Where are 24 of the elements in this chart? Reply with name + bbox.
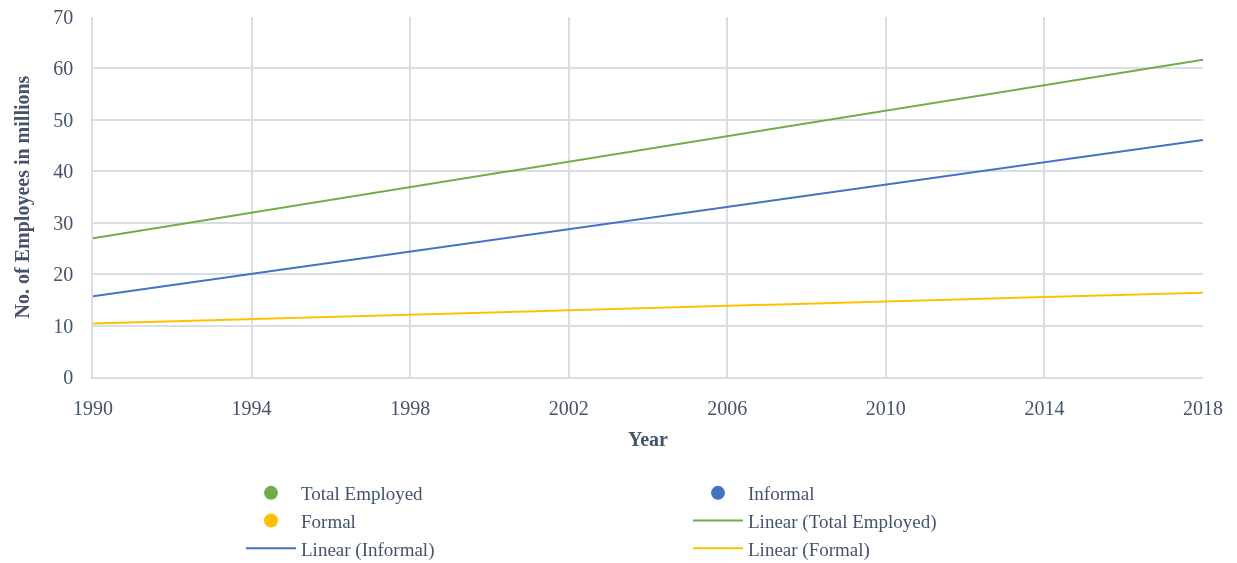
x-tick-label: 2006 (707, 396, 748, 419)
x-tick-label: 2014 (1024, 396, 1065, 419)
y-tick-label: 60 (53, 57, 74, 80)
legend-label: Linear (Informal) (301, 538, 435, 561)
legend-label: Linear (Total Employed) (748, 510, 937, 533)
legend-label: Linear (Formal) (748, 538, 870, 561)
y-tick-label: 10 (53, 314, 74, 337)
x-tick-label: 1998 (390, 396, 431, 419)
x-tick-label: 2010 (865, 396, 906, 419)
y-tick-label: 30 (53, 211, 74, 234)
x-tick-label: 2018 (1183, 396, 1223, 419)
y-tick-label: 50 (53, 108, 74, 131)
x-tick-label: 2002 (548, 396, 589, 419)
legend-label: Informal (748, 483, 815, 505)
x-tick-label: 1990 (73, 396, 113, 419)
x-axis-title: Year (628, 427, 669, 450)
y-tick-label: 20 (53, 263, 74, 286)
legend-label: Total Employed (301, 483, 424, 505)
y-tick-label: 70 (53, 6, 74, 28)
y-axis-title: No. of Employees in millions (11, 75, 35, 319)
y-tick-label: 0 (63, 366, 74, 388)
legend-label: Formal (301, 510, 356, 532)
y-tick-label: 40 (53, 160, 74, 183)
x-tick-label: 1994 (231, 396, 272, 419)
